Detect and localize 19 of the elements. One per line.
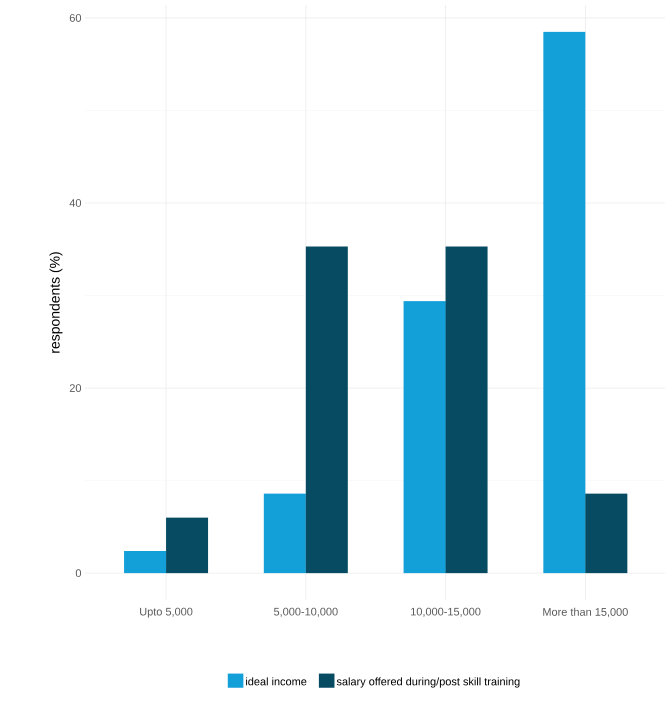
bar [264,494,306,574]
y-tick-label: 0 [76,569,82,578]
bar [543,32,586,574]
bar [446,246,488,574]
bar [585,494,628,574]
bar [404,301,446,574]
bar [306,246,348,574]
x-tick-label: Upto 5,000 [140,608,192,618]
y-tick-label: 20 [70,384,82,392]
y-axis-title: respondents (%) [49,252,62,353]
x-tick-label: More than 15,000 [543,608,628,618]
x-tick-label: 5,000-10,000 [274,608,338,617]
legend-label: ideal income [246,677,306,686]
y-tick-label: 40 [70,199,82,207]
x-tick-label: 10,000-15,000 [411,608,480,617]
bar [166,518,208,574]
bar [124,550,166,574]
legend-label: salary offered during/post skill training [336,677,520,688]
y-tick-label: 60 [70,14,82,22]
